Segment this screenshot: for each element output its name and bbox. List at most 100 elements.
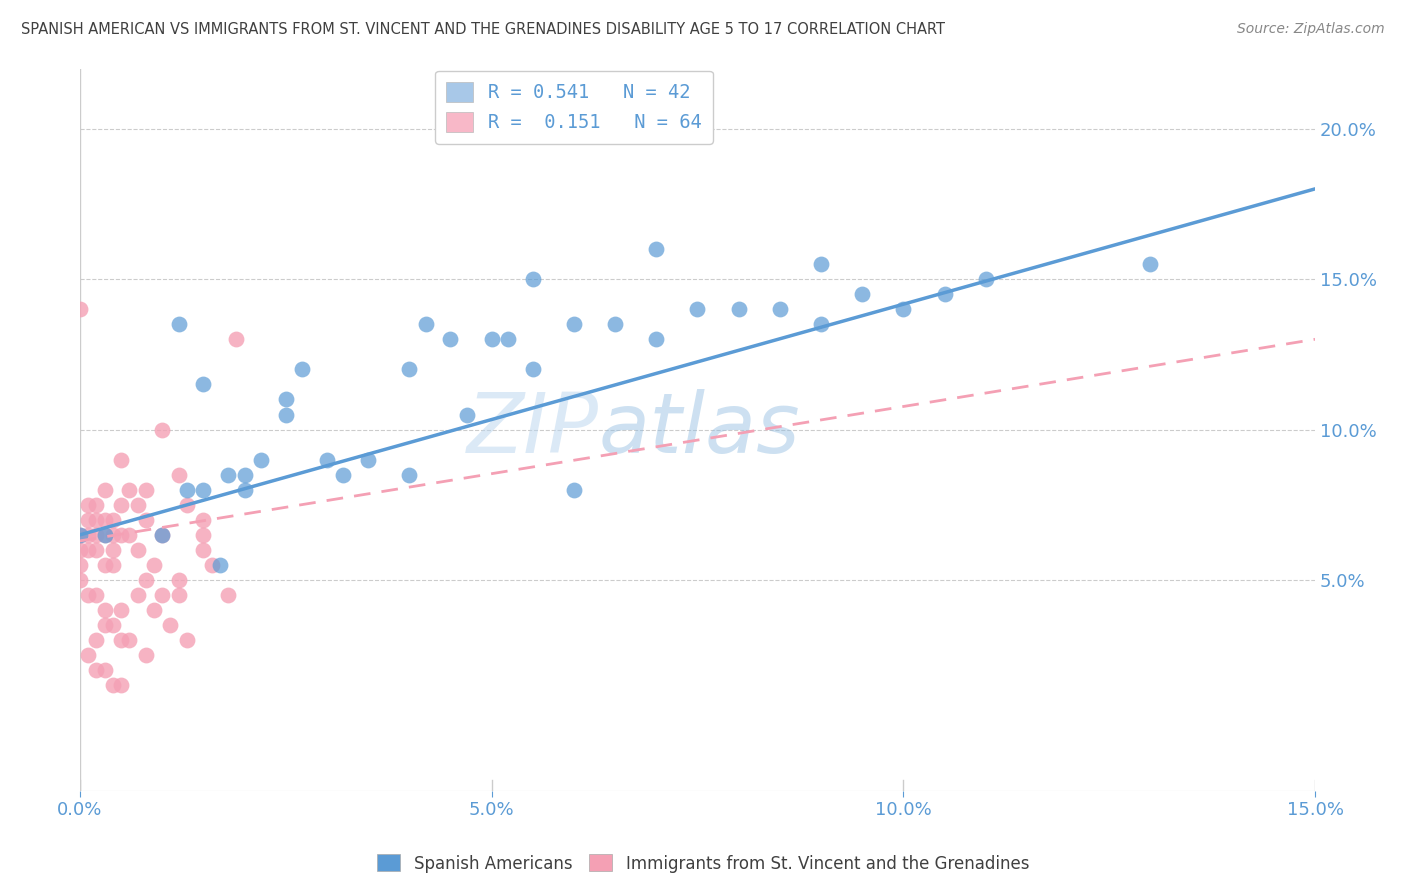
Point — [1139, 257, 1161, 271]
Text: Source: ZipAtlas.com: Source: ZipAtlas.com — [1237, 22, 1385, 37]
Point — [167, 467, 190, 482]
Point — [645, 242, 668, 256]
Point — [891, 302, 914, 317]
Point — [69, 573, 91, 587]
Point — [645, 332, 668, 346]
Point — [110, 528, 132, 542]
Point — [86, 663, 108, 677]
Point — [439, 332, 461, 346]
Point — [86, 542, 108, 557]
Point — [86, 498, 108, 512]
Point — [101, 618, 124, 632]
Point — [274, 408, 297, 422]
Point — [69, 528, 91, 542]
Point — [150, 528, 173, 542]
Point — [851, 287, 873, 301]
Point — [167, 573, 190, 587]
Point — [193, 377, 215, 392]
Point — [727, 302, 749, 317]
Point — [118, 528, 141, 542]
Point — [77, 513, 100, 527]
Point — [357, 452, 380, 467]
Point — [316, 452, 339, 467]
Point — [77, 498, 100, 512]
Point — [250, 452, 273, 467]
Point — [101, 513, 124, 527]
Point — [143, 603, 166, 617]
Legend: R = 0.541   N = 42, R =  0.151   N = 64: R = 0.541 N = 42, R = 0.151 N = 64 — [436, 70, 713, 144]
Point — [127, 498, 149, 512]
Point — [127, 588, 149, 602]
Point — [398, 362, 420, 376]
Point — [135, 573, 157, 587]
Point — [810, 257, 832, 271]
Point — [135, 648, 157, 663]
Legend: Spanish Americans, Immigrants from St. Vincent and the Grenadines: Spanish Americans, Immigrants from St. V… — [370, 847, 1036, 880]
Point — [193, 528, 215, 542]
Point — [110, 452, 132, 467]
Point — [135, 513, 157, 527]
Point — [274, 392, 297, 407]
Point — [167, 318, 190, 332]
Point — [686, 302, 709, 317]
Text: ZIP: ZIP — [467, 389, 599, 470]
Point — [233, 483, 256, 497]
Point — [150, 588, 173, 602]
Point — [86, 513, 108, 527]
Text: SPANISH AMERICAN VS IMMIGRANTS FROM ST. VINCENT AND THE GRENADINES DISABILITY AG: SPANISH AMERICAN VS IMMIGRANTS FROM ST. … — [21, 22, 945, 37]
Point — [86, 528, 108, 542]
Point — [110, 603, 132, 617]
Point — [110, 633, 132, 648]
Point — [77, 542, 100, 557]
Point — [522, 362, 544, 376]
Point — [93, 558, 115, 572]
Point — [135, 483, 157, 497]
Point — [101, 542, 124, 557]
Point — [110, 678, 132, 692]
Point — [101, 678, 124, 692]
Point — [93, 618, 115, 632]
Point — [69, 302, 91, 317]
Point — [69, 558, 91, 572]
Point — [193, 542, 215, 557]
Point — [86, 633, 108, 648]
Point — [481, 332, 503, 346]
Point — [176, 498, 198, 512]
Point — [233, 467, 256, 482]
Point — [332, 467, 354, 482]
Point — [77, 588, 100, 602]
Point — [193, 513, 215, 527]
Point — [193, 483, 215, 497]
Point — [934, 287, 956, 301]
Point — [769, 302, 792, 317]
Point — [208, 558, 231, 572]
Point — [176, 633, 198, 648]
Point — [291, 362, 314, 376]
Point — [110, 498, 132, 512]
Point — [93, 483, 115, 497]
Point — [398, 467, 420, 482]
Point — [217, 467, 239, 482]
Point — [93, 663, 115, 677]
Point — [415, 318, 437, 332]
Point — [77, 648, 100, 663]
Text: atlas: atlas — [599, 389, 800, 470]
Point — [167, 588, 190, 602]
Point — [974, 272, 997, 286]
Point — [69, 542, 91, 557]
Point — [118, 483, 141, 497]
Point — [522, 272, 544, 286]
Point — [176, 483, 198, 497]
Point — [201, 558, 224, 572]
Point — [93, 528, 115, 542]
Point — [143, 558, 166, 572]
Point — [93, 513, 115, 527]
Point — [562, 483, 585, 497]
Point — [217, 588, 239, 602]
Point — [86, 588, 108, 602]
Point — [118, 633, 141, 648]
Point — [159, 618, 181, 632]
Point — [605, 318, 627, 332]
Point — [77, 528, 100, 542]
Point — [150, 423, 173, 437]
